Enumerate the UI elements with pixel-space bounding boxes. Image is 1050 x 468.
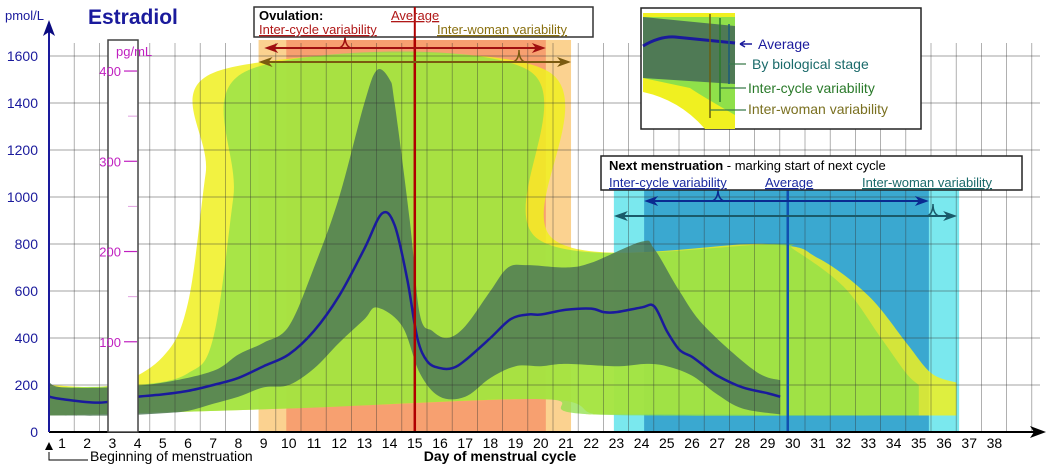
legend-average-label: Average xyxy=(758,36,810,52)
x-tick-label: 7 xyxy=(209,435,217,451)
x-tick-label: 33 xyxy=(861,435,877,451)
up-arrow-icon xyxy=(45,442,53,450)
x-tick-label: 36 xyxy=(936,435,952,451)
legend-stage-label: By biological stage xyxy=(752,56,869,72)
y-tick-label: 1200 xyxy=(7,142,38,158)
x-tick-label: 26 xyxy=(684,435,700,451)
x-tick-label: 38 xyxy=(987,435,1003,451)
x-tick-label: 23 xyxy=(609,435,625,451)
x-tick-label: 32 xyxy=(835,435,851,451)
legend-inter-cycle-label: Inter-cycle variability xyxy=(748,80,875,96)
brace xyxy=(926,203,940,217)
x-tick-label: 24 xyxy=(634,435,650,451)
ovulation-inter-cycle-label: Inter-cycle variability xyxy=(259,22,377,37)
ovulation-average-label: Average xyxy=(391,8,439,23)
next-menstruation-title: Next menstruation xyxy=(609,158,723,173)
legend: Average By biological stage Inter-cycle va… xyxy=(640,7,922,130)
beginning-of-menstruation-label: Beginning of menstruation xyxy=(90,448,253,464)
legend-connectors xyxy=(710,63,746,111)
legend-stage-swatch xyxy=(643,17,735,84)
menstruation-average-label: Average xyxy=(765,175,813,190)
arrow-right-icon xyxy=(557,57,572,67)
secondary-tick-label: 400 xyxy=(99,64,121,79)
arrow-left-icon xyxy=(613,211,628,221)
x-tick-label: 9 xyxy=(260,435,268,451)
legend-inter-woman-label: Inter-woman variability xyxy=(748,101,888,117)
x-tick-label: 17 xyxy=(457,435,473,451)
x-axis-title: Day of menstrual cycle xyxy=(424,448,577,464)
y-tick-label: 0 xyxy=(30,424,38,440)
y-tick-label: 200 xyxy=(15,377,39,393)
x-tick-label: 30 xyxy=(785,435,801,451)
x-tick-label: 27 xyxy=(709,435,725,451)
y-tick-label: 600 xyxy=(15,283,39,299)
ovulation-title: Ovulation: xyxy=(259,8,323,23)
y-tick-label: 1400 xyxy=(7,95,38,111)
menstruation-inter-woman-label: Inter-woman variability xyxy=(862,175,993,190)
x-tick-label: 1 xyxy=(58,435,66,451)
x-tick-label: 11 xyxy=(307,435,322,451)
x-tick-label: 3 xyxy=(109,435,117,451)
average-line xyxy=(49,210,781,404)
x-tick-label: 6 xyxy=(184,435,192,451)
x-tick-label: 14 xyxy=(382,435,398,451)
arrow-left-icon xyxy=(264,43,279,53)
arrow-left-icon xyxy=(644,196,659,206)
arrow-right-icon xyxy=(914,196,929,206)
x-tick-label: 18 xyxy=(483,435,499,451)
secondary-tick-label: 300 xyxy=(99,154,121,169)
ovulation-inter-woman-label: Inter-woman variability xyxy=(437,22,568,37)
x-tick-label: 29 xyxy=(760,435,776,451)
x-tick-label: 4 xyxy=(134,435,142,451)
x-tick-label: 35 xyxy=(911,435,927,451)
chart-title: Estradiol xyxy=(88,6,178,29)
arrow-right-icon xyxy=(943,211,958,221)
x-tick-label: 10 xyxy=(281,435,297,451)
x-tick-label: 12 xyxy=(331,435,347,451)
secondary-axis-unit: pg/mL xyxy=(116,44,152,59)
menstruation-start-marker xyxy=(48,452,88,461)
arrow-left-icon xyxy=(258,57,273,67)
next-menstruation-heading: Next menstruation - marking start of nex… xyxy=(609,158,886,173)
x-tick-label: 19 xyxy=(508,435,524,451)
x-tick-label: 13 xyxy=(357,435,373,451)
x-tick-label: 34 xyxy=(886,435,902,451)
x-tick-label: 37 xyxy=(961,435,977,451)
x-tick-label: 16 xyxy=(432,435,448,451)
arrow-left-icon xyxy=(739,40,752,48)
secondary-tick-label: 100 xyxy=(99,335,121,350)
y-axis-arrow-icon xyxy=(43,20,55,36)
y-tick-label: 1600 xyxy=(7,48,38,64)
y-axis-unit: pmol/L xyxy=(5,8,44,23)
x-axis-arrow-icon xyxy=(1030,426,1046,438)
x-tick-label: 15 xyxy=(407,435,423,451)
legend-average-swatch xyxy=(642,35,736,48)
x-tick-label: 22 xyxy=(583,435,599,451)
menstruation-inter-cycle-label: Inter-cycle variability xyxy=(609,175,727,190)
next-menstruation-subtitle: - marking start of next cycle xyxy=(723,158,886,173)
y-tick-label: 1000 xyxy=(7,189,38,205)
x-tick-label: 21 xyxy=(558,435,574,451)
x-tick-label: 25 xyxy=(659,435,675,451)
x-tick-label: 2 xyxy=(83,435,91,451)
arrow-right-icon xyxy=(531,43,546,53)
secondary-axis-box xyxy=(107,39,139,433)
brace xyxy=(512,49,526,63)
y-tick-label: 400 xyxy=(15,330,39,346)
secondary-tick-label: 200 xyxy=(99,245,121,260)
x-tick-label: 28 xyxy=(735,435,751,451)
y-tick-label: 800 xyxy=(15,236,39,252)
x-tick-label: 5 xyxy=(159,435,167,451)
next-menstruation-box xyxy=(600,155,1023,191)
ovulation-box xyxy=(253,6,594,38)
biological-stage-band xyxy=(49,69,781,416)
x-tick-label: 8 xyxy=(235,435,243,451)
x-tick-label: 20 xyxy=(533,435,549,451)
x-tick-label: 31 xyxy=(810,435,826,451)
